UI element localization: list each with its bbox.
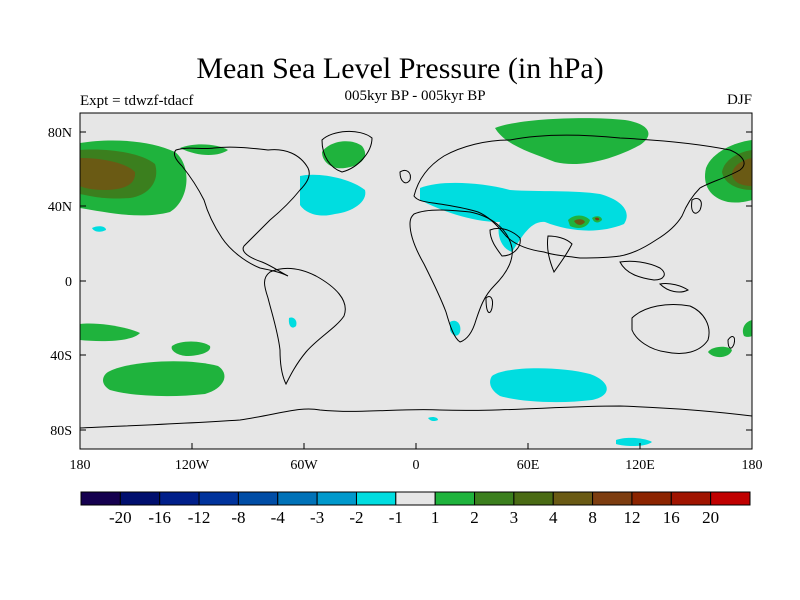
anomaly-region-north-atlantic	[300, 174, 366, 216]
colorbar-box-10	[474, 491, 515, 506]
lat-label-80s: 80S	[50, 424, 72, 439]
lon-label-60e: 60E	[517, 458, 540, 473]
lat-label-80n: 80N	[48, 126, 72, 141]
colorbar-box-3	[198, 491, 239, 506]
plot-subtitle: 005kyr BP - 005kyr BP	[344, 88, 486, 104]
anomaly-region-tasman-edge	[742, 320, 752, 337]
axis-tick-marks	[79, 131, 753, 449]
colorbar-box-2	[159, 491, 200, 506]
anomaly-region-south-indian-ocean	[490, 368, 607, 403]
colorbar: -20 -16 -12 -8 -4 -3 -2 -1 1 2 3 4 8 12 16 20	[80, 491, 751, 527]
anomaly-region-southern-ocean-small	[428, 416, 438, 422]
anomaly-region-south-america-small	[288, 317, 297, 328]
colorbar-box-7	[355, 491, 397, 506]
colorbar-box-5	[277, 491, 318, 506]
lon-label-180-left: 180	[70, 458, 91, 473]
anomaly-region-greenland	[322, 141, 366, 169]
plot-title: Mean Sea Level Pressure (in hPa)	[196, 52, 604, 85]
pressure-anomaly-shading	[80, 118, 752, 447]
anomaly-region-eurasia	[420, 182, 627, 252]
anomaly-core-north-pacific-east-inner	[732, 158, 752, 186]
lon-label-0: 0	[413, 458, 420, 473]
colorbar-box-8	[395, 491, 436, 506]
lat-label-40n: 40N	[48, 200, 72, 215]
lon-label-120e: 120E	[625, 458, 655, 473]
colorbar-box-14	[631, 491, 672, 506]
colorbar-label-5: -3	[310, 508, 324, 527]
colorbar-box-11	[513, 491, 554, 506]
lat-label-equator: 0	[65, 275, 72, 290]
anomaly-region-pacific-small	[92, 226, 106, 232]
anomaly-core-north-pacific-west-inner	[80, 158, 136, 190]
colorbar-label-10: 3	[510, 508, 519, 527]
colorbar-label-2: -12	[188, 508, 211, 527]
colorbar-label-7: -1	[389, 508, 403, 527]
colorbar-label-3: -8	[231, 508, 245, 527]
anomaly-region-south-pacific-middle	[171, 341, 211, 356]
colorbar-box-12	[552, 491, 594, 506]
coastlines	[80, 131, 752, 429]
anomaly-blob-china-core	[595, 217, 600, 221]
colorbar-label-9: 2	[470, 508, 479, 527]
anomaly-region-canada-arctic	[180, 144, 228, 155]
anomaly-region-arctic-siberia	[495, 118, 649, 165]
lon-label-120w: 120W	[175, 458, 210, 473]
anomaly-region-south-pacific-east	[103, 361, 225, 397]
lon-label-60w: 60W	[290, 458, 318, 473]
lat-label-40s: 40S	[50, 349, 72, 364]
colorbar-label-13: 12	[623, 508, 640, 527]
anomaly-region-southwest-pacific	[708, 346, 732, 358]
anomaly-blob-tibet-core	[574, 219, 585, 225]
colorbar-label-15: 20	[702, 508, 719, 527]
colorbar-label-0: -20	[109, 508, 132, 527]
colorbar-box-9	[434, 491, 476, 506]
colorbar-label-1: -16	[148, 508, 171, 527]
colorbar-label-8: 1	[431, 508, 440, 527]
experiment-label: Expt = tdwzf-tdacf	[80, 93, 194, 109]
colorbar-label-12: 8	[588, 508, 597, 527]
colorbar-label-14: 16	[663, 508, 680, 527]
colorbar-box-6	[316, 491, 357, 506]
season-label: DJF	[726, 92, 752, 108]
colorbar-label-4: -4	[271, 508, 286, 527]
colorbar-box-15	[670, 491, 712, 506]
colorbar-box-13	[592, 491, 633, 506]
colorbar-box-4	[237, 491, 279, 506]
anomaly-region-south-pacific-west	[80, 323, 140, 342]
colorbar-label-6: -2	[349, 508, 363, 527]
lon-label-180-right: 180	[742, 458, 763, 473]
colorbar-label-11: 4	[549, 508, 558, 527]
colorbar-box-16	[710, 491, 751, 506]
colorbar-box-0	[80, 491, 121, 506]
anomaly-region-antarctica-small	[616, 437, 652, 447]
colorbar-box-1	[119, 491, 161, 506]
